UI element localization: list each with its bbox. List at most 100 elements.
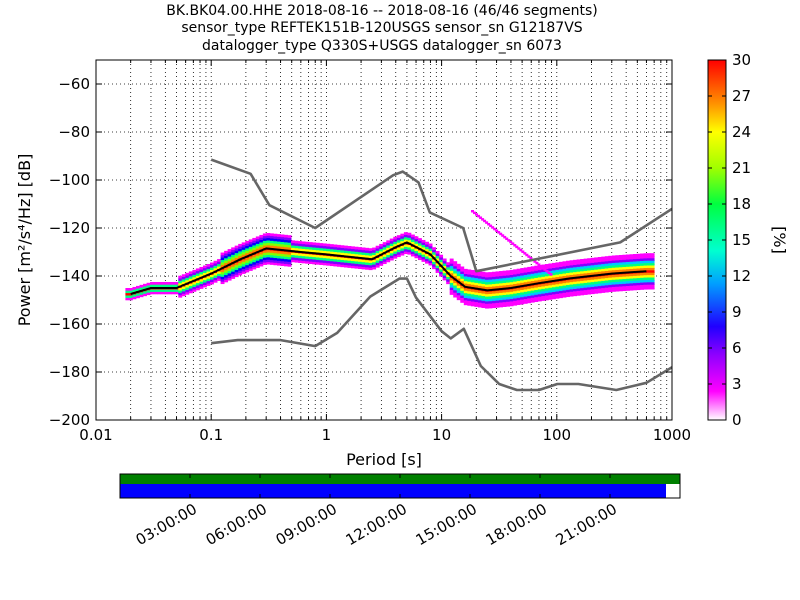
ppsd-cell	[150, 289, 155, 292]
ppsd-cell	[477, 299, 482, 303]
ppsd-cell	[523, 279, 528, 283]
ppsd-cell	[125, 292, 130, 296]
ppsd-cell	[523, 293, 528, 297]
ppsd-cell	[484, 272, 489, 275]
ppsd-cell	[597, 283, 602, 287]
ppsd-cell	[625, 259, 630, 262]
ppsd-cell	[407, 232, 412, 236]
ppsd-cell	[213, 279, 218, 283]
ppsd-cell	[241, 254, 246, 258]
y-tick-label: −100	[49, 171, 90, 189]
ppsd-cell	[566, 282, 570, 286]
ppsd-cell	[583, 263, 588, 267]
ppsd-cell	[633, 266, 637, 269]
ppsd-cell	[150, 284, 155, 288]
ppsd-cell	[615, 260, 620, 263]
ppsd-cell	[650, 274, 655, 278]
ppsd-cell	[555, 293, 560, 297]
ppsd-cell	[516, 278, 521, 282]
ppsd-cell	[541, 293, 546, 297]
ppsd-cell	[227, 270, 232, 274]
ppsd-cell	[128, 287, 133, 291]
ppsd-cell	[573, 262, 578, 265]
ppsd-cell	[224, 250, 229, 254]
ppsd-cell	[506, 296, 511, 300]
ppsd-cell	[456, 290, 461, 293]
ppsd-cell	[460, 268, 465, 272]
ppsd-cell	[139, 292, 144, 295]
ppsd-cell	[484, 298, 489, 302]
ppsd-cell	[534, 270, 539, 274]
ppsd-cell	[558, 264, 563, 267]
ppsd-cell	[506, 284, 511, 288]
ppsd-cell	[238, 248, 243, 252]
ppsd-cell	[537, 289, 542, 292]
ppsd-cell	[146, 282, 151, 286]
ppsd-cell	[618, 283, 623, 287]
ppsd-cell	[157, 291, 162, 295]
ppsd-cell	[495, 304, 500, 308]
ppsd-cell	[354, 258, 359, 262]
ppsd-cell	[368, 267, 373, 271]
ppsd-cell	[590, 265, 595, 268]
ppsd-cell	[517, 247, 521, 250]
ppsd-cell	[252, 264, 257, 268]
ppsd-cell	[308, 242, 313, 245]
ppsd-cell	[483, 219, 487, 223]
ppsd-cell	[372, 247, 377, 251]
ppsd-cell	[597, 281, 602, 284]
ppsd-cell	[463, 283, 468, 286]
ppsd-cell	[400, 252, 405, 256]
ppsd-cell	[125, 288, 130, 291]
ppsd-cell	[294, 257, 299, 261]
ppsd-cell	[195, 268, 200, 272]
ppsd-cell	[439, 266, 444, 270]
ppsd-cell	[488, 300, 493, 304]
ppsd-cell	[467, 303, 472, 306]
ppsd-cell	[347, 245, 352, 249]
ppsd-cell	[273, 236, 278, 239]
ppsd-cell	[417, 242, 422, 246]
ppsd-cell	[629, 268, 634, 272]
ppsd-cell	[633, 254, 637, 257]
ppsd-cell	[580, 292, 585, 296]
ppsd-cell	[558, 271, 563, 275]
ppsd-cell	[178, 290, 183, 293]
ppsd-cell	[467, 279, 472, 282]
ppsd-cell	[618, 269, 623, 273]
ppsd-cell	[245, 240, 250, 244]
ppsd-cell	[597, 261, 602, 265]
ppsd-cell	[266, 235, 271, 239]
ppsd-cell	[456, 263, 461, 267]
ppsd-cell	[643, 272, 648, 276]
ppsd-cell	[481, 271, 486, 275]
ppsd-cell	[262, 252, 267, 256]
ppsd-cell	[456, 278, 461, 281]
ppsd-cell	[502, 277, 507, 281]
ppsd-cell	[530, 290, 535, 293]
ppsd-cell	[259, 244, 264, 248]
ppsd-cell	[625, 283, 630, 286]
ppsd-cell	[171, 289, 176, 292]
ppsd-cell	[354, 265, 359, 269]
ppsd-cell	[400, 250, 405, 254]
ppsd-cell	[629, 259, 634, 262]
ppsd-cell	[580, 280, 585, 284]
ppsd-cell	[544, 271, 549, 274]
ppsd-cell	[298, 260, 303, 264]
ppsd-cell	[636, 280, 641, 283]
ppsd-cell	[305, 253, 310, 257]
ppsd-cell	[463, 278, 468, 282]
ppsd-cell	[576, 285, 581, 289]
ppsd-cell	[611, 277, 616, 280]
ppsd-cell	[474, 301, 479, 305]
ppsd-cell	[527, 293, 532, 297]
ppsd-cell	[495, 285, 500, 289]
ppsd-cell	[590, 272, 595, 275]
ppsd-cell	[241, 266, 246, 270]
ppsd-cell	[425, 248, 429, 252]
ppsd-cell	[449, 277, 454, 281]
ppsd-cell	[647, 286, 652, 290]
ppsd-cell	[541, 266, 545, 270]
ppsd-cell	[558, 285, 563, 289]
